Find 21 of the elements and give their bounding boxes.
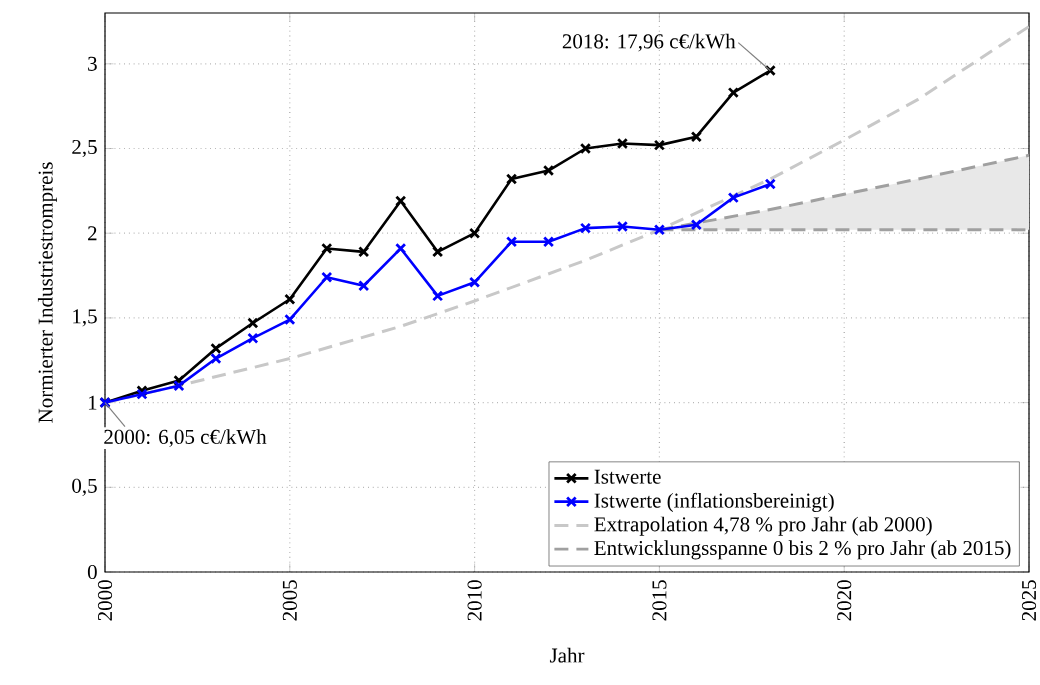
- x-tick-label: 2010: [467, 580, 482, 621]
- x-tick-label: 2015: [652, 580, 667, 621]
- y-tick-label: 2: [88, 226, 97, 241]
- y-tick-label: 0: [87, 564, 97, 580]
- x-tick-label: 2025: [1021, 580, 1037, 621]
- x-tick-label: 2000: [97, 580, 113, 621]
- y-tick-label: 3: [88, 56, 97, 71]
- y-tick-label: 1,5: [73, 309, 97, 327]
- x-tick-label: 2005: [282, 580, 297, 621]
- y-tick-label: 1: [88, 395, 97, 410]
- legend-label: Istwerte: [594, 469, 661, 484]
- x-axis-title: Jahr: [549, 647, 585, 663]
- x-tick-label: 2020: [837, 580, 852, 621]
- legend-label: Entwicklungsspanne 0 bis 2 % pro Jahr (ab 2015): [594, 540, 1011, 560]
- y-tick-label: 0,5: [72, 478, 97, 496]
- y-axis-title: Normierter Industriestrompreis: [37, 162, 57, 423]
- legend-label: Extrapolation 4,78 % pro Jahr (ab 2000): [594, 516, 932, 536]
- y-tick-label: 2,5: [72, 139, 97, 158]
- annotation: 2018: 17,96 c€/kWh: [562, 33, 736, 52]
- annotation: 2000: 6,05 c€/kWh: [104, 429, 267, 447]
- legend-label: Istwerte (inflationsbereinigt): [594, 492, 834, 513]
